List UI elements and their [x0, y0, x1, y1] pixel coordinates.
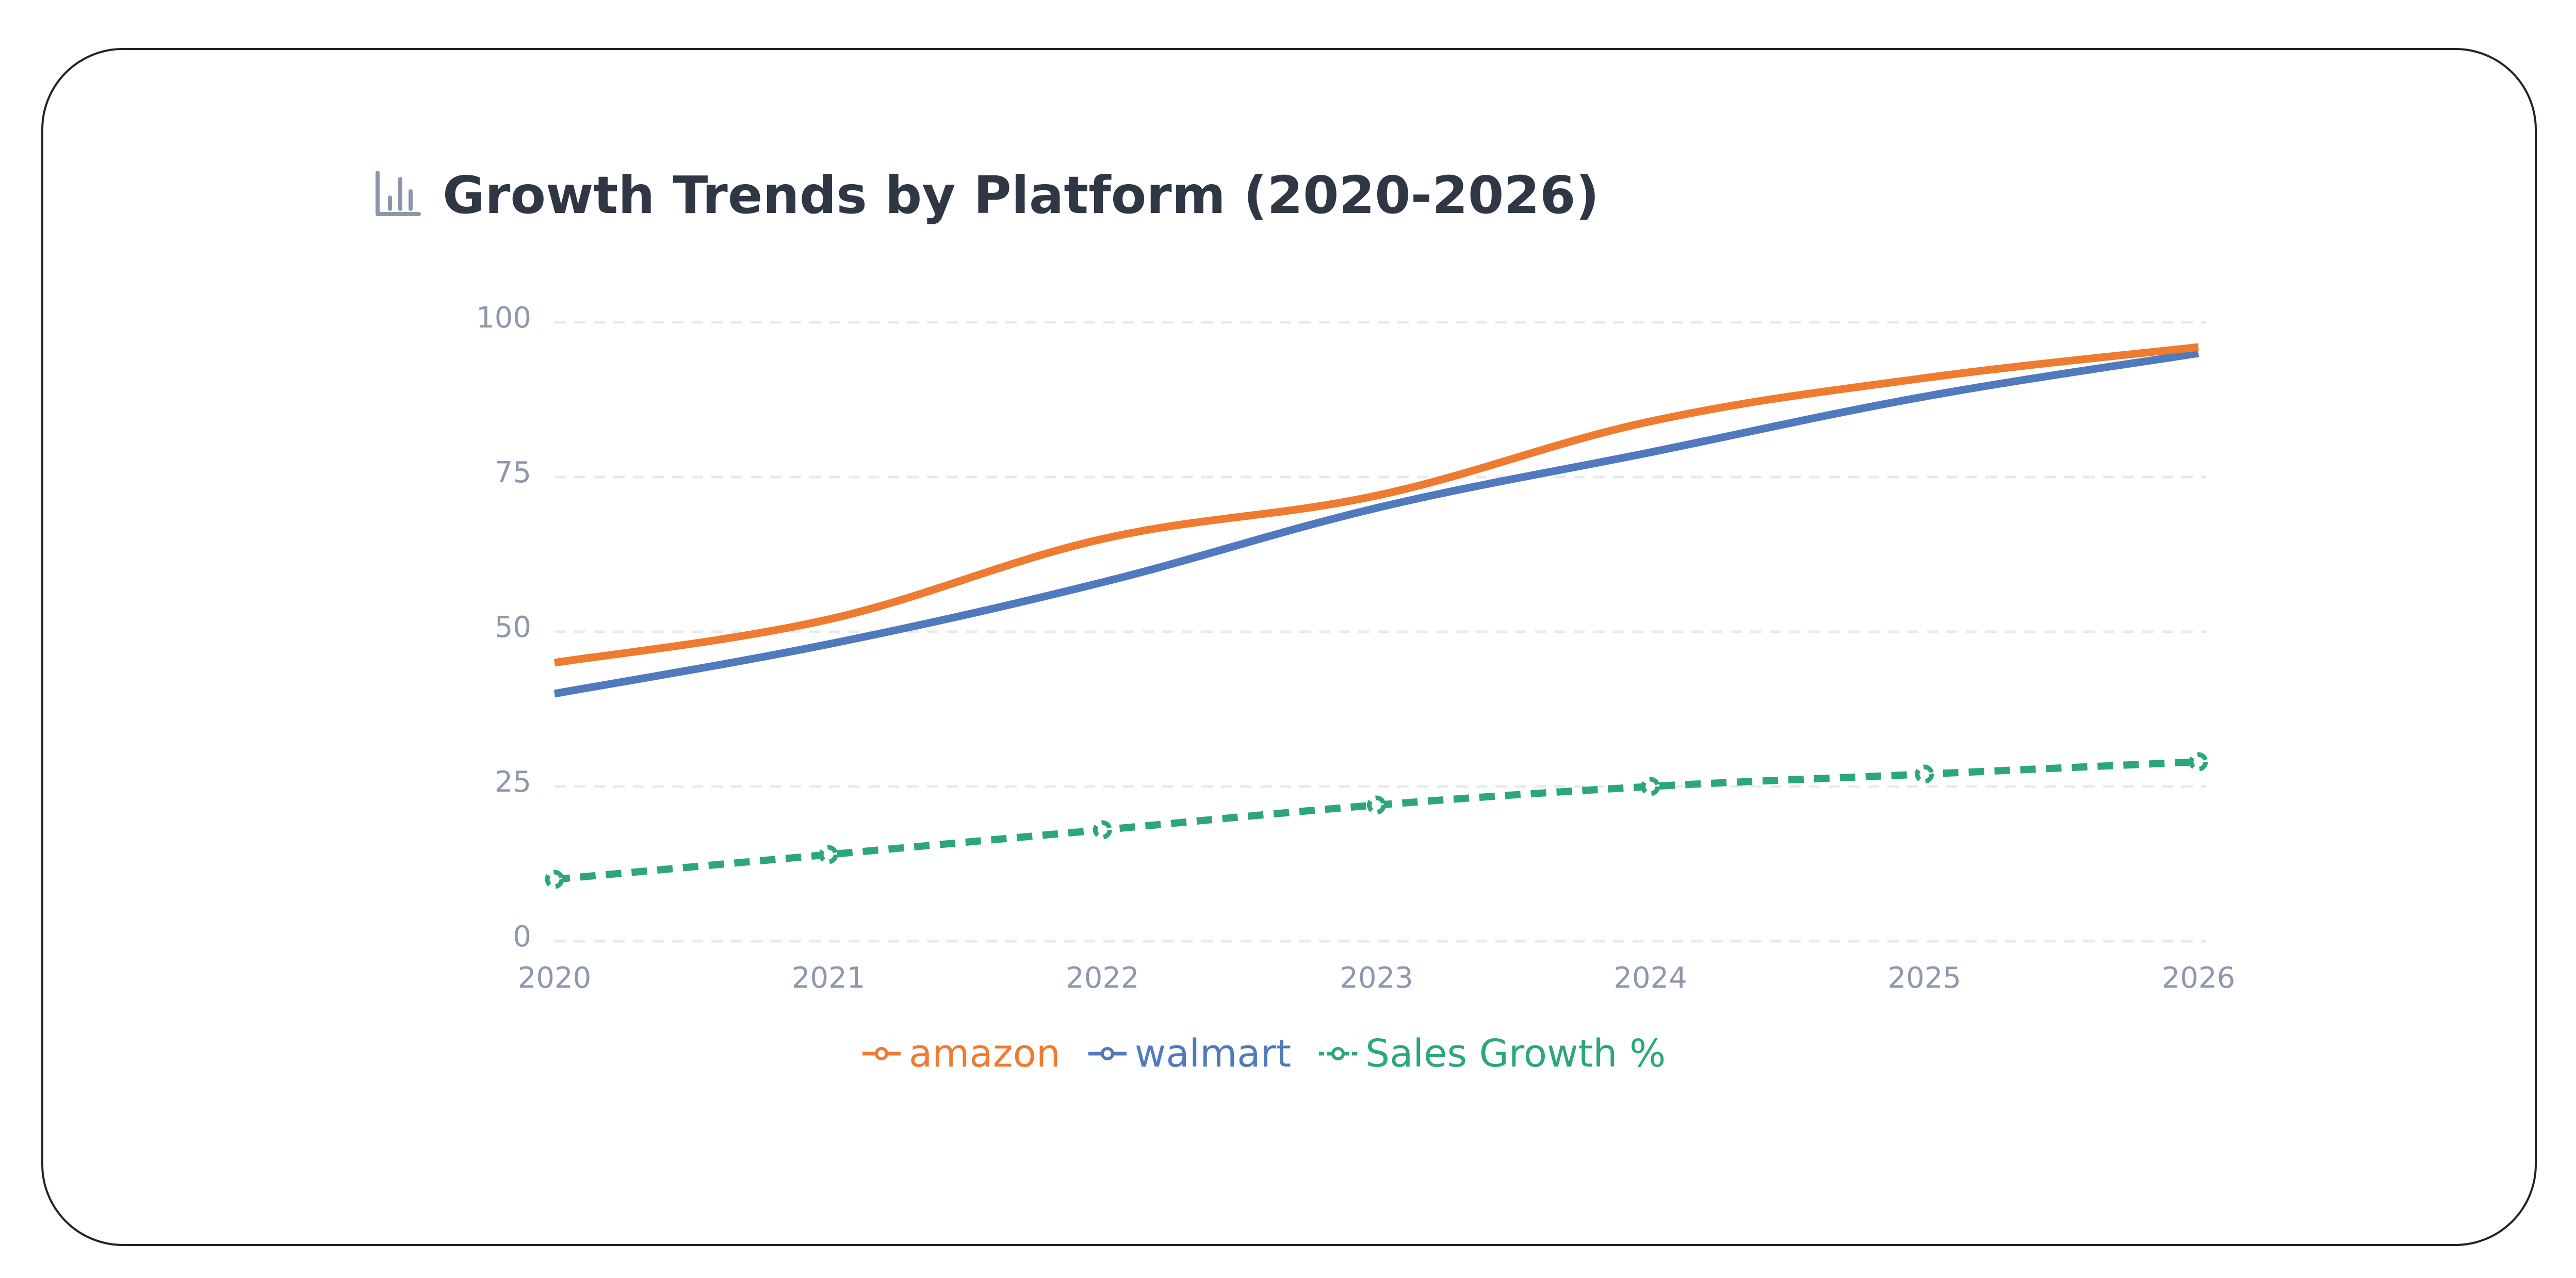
data-point-sales-growth — [1367, 795, 1386, 815]
y-tick-label: 75 — [495, 456, 531, 489]
legend-swatch-icon — [862, 1047, 901, 1060]
x-tick-label: 2023 — [1340, 961, 1413, 995]
data-point-sales-growth — [1915, 764, 1934, 784]
data-point-sales-growth — [1641, 777, 1660, 796]
legend-swatch-icon — [1088, 1047, 1127, 1060]
series-line-amazon — [553, 343, 2199, 667]
y-tick-label: 50 — [495, 611, 531, 644]
chart-header: Growth Trends by Platform (2020-2026) — [371, 165, 1599, 225]
series-line-walmart — [553, 349, 2199, 698]
x-tick-label: 2020 — [518, 961, 592, 995]
x-tick-label: 2021 — [792, 961, 866, 995]
chart-card — [41, 48, 2537, 1246]
x-tick-label: 2022 — [1066, 961, 1139, 995]
legend-label: Sales Growth % — [1365, 1031, 1666, 1076]
x-tick-label: 2025 — [1888, 961, 1962, 995]
data-point-sales-growth — [819, 845, 838, 864]
y-tick-label: 0 — [513, 920, 531, 954]
legend-swatch-icon — [1319, 1047, 1358, 1060]
chart-title: Growth Trends by Platform (2020-2026) — [443, 165, 1600, 225]
y-tick-label: 100 — [476, 301, 531, 335]
data-point-sales-growth — [2189, 752, 2208, 772]
legend-item-amazon[interactable]: amazon — [861, 1031, 1061, 1076]
data-point-sales-growth — [545, 870, 564, 889]
x-tick-label: 2026 — [2162, 961, 2236, 995]
legend-label: amazon — [909, 1031, 1061, 1076]
data-point-sales-growth — [1093, 820, 1112, 840]
y-tick-label: 25 — [495, 765, 531, 799]
legend-label: walmart — [1134, 1031, 1292, 1076]
legend-item-sales-growth[interactable]: Sales Growth % — [1318, 1031, 1666, 1076]
chart-legend: amazon walmart Sales Growth % — [861, 1031, 1666, 1076]
legend-item-walmart[interactable]: walmart — [1087, 1031, 1291, 1076]
x-tick-label: 2024 — [1613, 961, 1687, 995]
series-line-sales-growth — [554, 758, 2199, 883]
bar-chart-icon — [376, 170, 421, 216]
